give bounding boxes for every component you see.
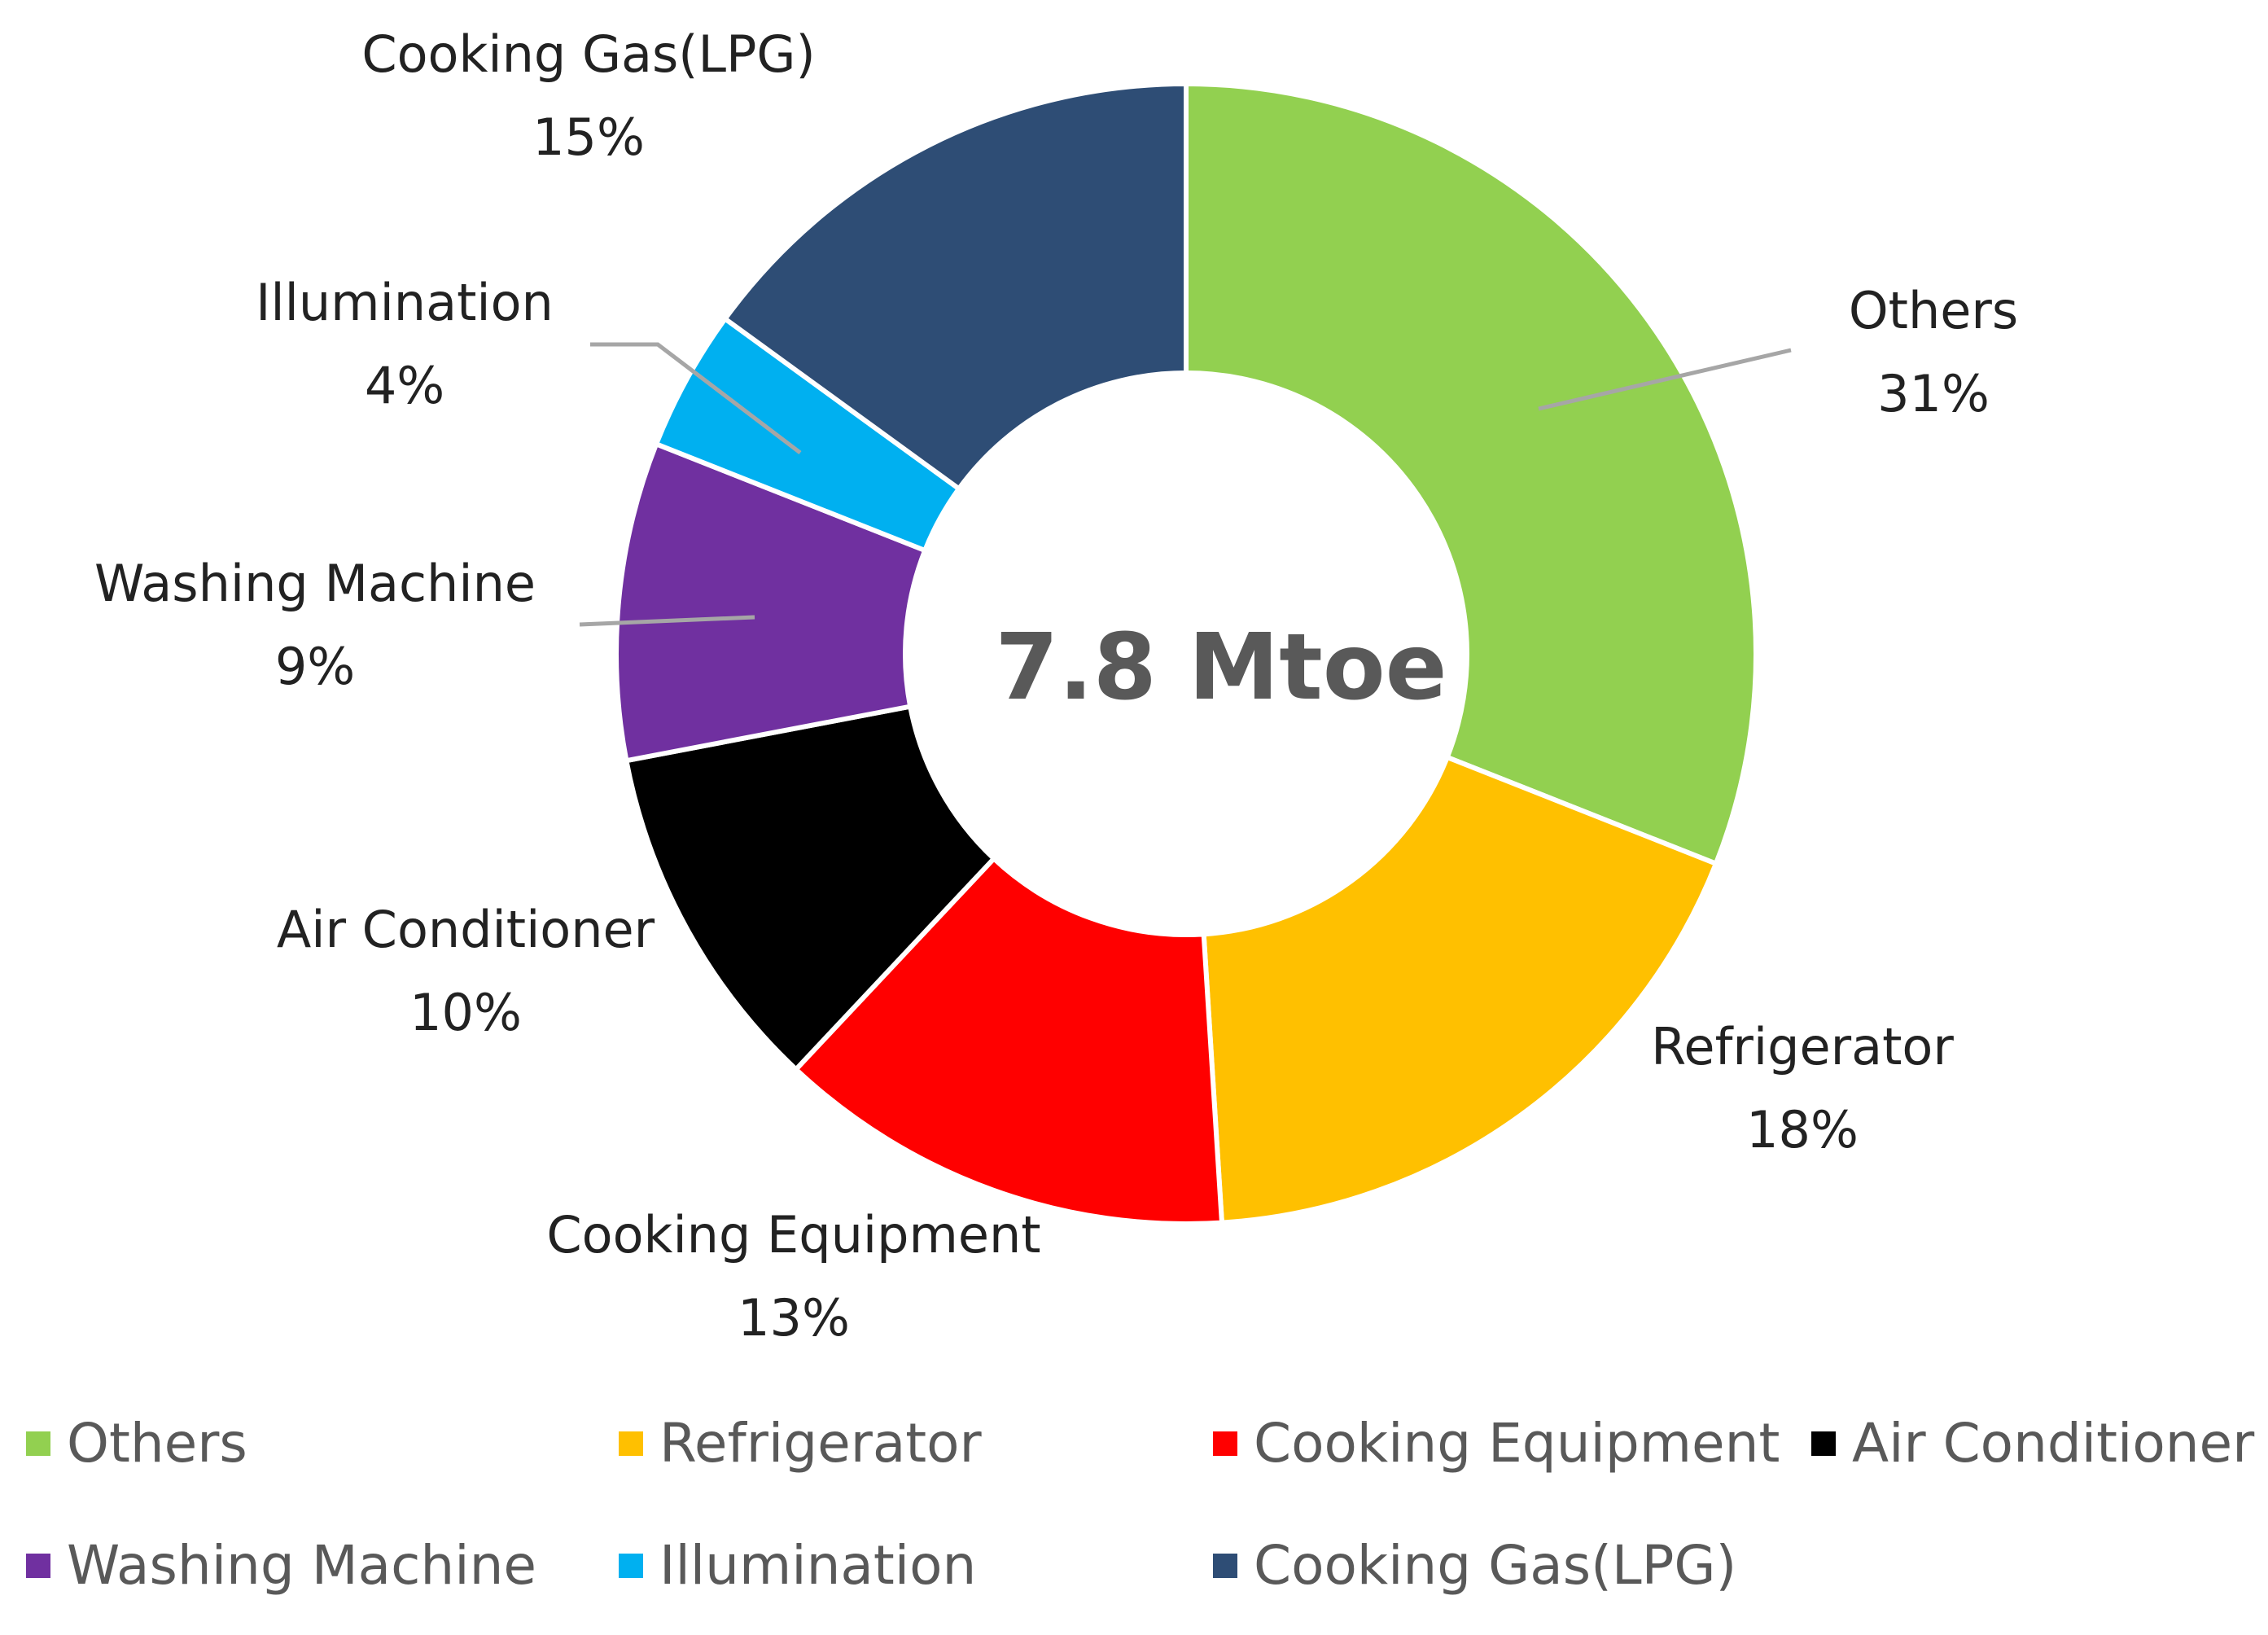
slice-label-name-illumination: Illumination [256, 273, 554, 332]
legend-item-washing-machine: Washing Machine [26, 1534, 536, 1597]
legend-label-cooking-equipment: Cooking Equipment [1254, 1412, 1780, 1475]
slice-washing-machine [614, 441, 929, 764]
slice-label-percent-washing-machine: 9% [275, 637, 355, 696]
slice-label-name-cooking-gas-lpg: Cooking Gas(LPG) [361, 24, 815, 84]
legend-item-cooking-equipment: Cooking Equipment [1213, 1412, 1780, 1475]
slice-label-name-air-conditioner: Air Conditioner [277, 900, 655, 959]
legend-label-washing-machine: Washing Machine [67, 1534, 536, 1597]
slice-label-percent-illumination: 4% [365, 356, 444, 415]
slice-label-percent-air-conditioner: 10% [409, 983, 522, 1042]
slice-label-percent-others: 31% [1877, 364, 1990, 423]
slice-labels: Others 31% Refrigerator 18% Cooking Equipmen… [94, 24, 2018, 1348]
legend-item-illumination: Illumination [619, 1534, 976, 1597]
slice-label-percent-refrigerator: 18% [1746, 1100, 1859, 1159]
slice-label-name-refrigerator: Refrigerator [1651, 1017, 1954, 1076]
slice-refrigerator [1201, 754, 1719, 1225]
slice-label-name-cooking-equipment: Cooking Equipment [546, 1205, 1040, 1265]
center-label: 7.8 Mtoe [995, 615, 1447, 721]
legend: Others Refrigerator Cooking Equipment Air C… [26, 1412, 2255, 1597]
slice-label-percent-cooking-gas-lpg: 15% [532, 107, 645, 167]
slice-others [1184, 81, 1758, 867]
legend-item-refrigerator: Refrigerator [619, 1412, 983, 1475]
legend-swatch-cooking-equipment [1213, 1431, 1237, 1456]
legend-swatch-illumination [619, 1554, 643, 1578]
legend-item-cooking-gas-lpg: Cooking Gas(LPG) [1213, 1534, 1736, 1597]
legend-label-air-conditioner: Air Conditioner [1852, 1412, 2255, 1475]
slice-cooking-equipment [792, 855, 1225, 1227]
legend-swatch-cooking-gas-lpg [1213, 1554, 1237, 1578]
legend-label-illumination: Illumination [659, 1534, 976, 1597]
legend-swatch-washing-machine [26, 1554, 50, 1578]
legend-label-refrigerator: Refrigerator [659, 1412, 983, 1475]
slice-label-name-others: Others [1849, 281, 2018, 340]
leader-line-illumination [590, 342, 802, 454]
legend-item-air-conditioner: Air Conditioner [1811, 1412, 2255, 1475]
slice-label-percent-cooking-equipment: 13% [738, 1288, 850, 1348]
leader-line-washing-machine [579, 615, 755, 627]
legend-item-others: Others [26, 1412, 247, 1475]
slice-label-name-washing-machine: Washing Machine [94, 554, 536, 613]
legend-swatch-others [26, 1431, 50, 1456]
slice-cooking-gas-lpg [721, 81, 1189, 493]
leader-line-others [1538, 348, 1792, 411]
legend-swatch-air-conditioner [1811, 1431, 1836, 1456]
slice-air-conditioner [623, 704, 998, 1073]
donut-slices [614, 81, 1758, 1227]
legend-label-others: Others [67, 1412, 247, 1475]
leader-lines [579, 342, 1792, 627]
legend-label-cooking-gas-lpg: Cooking Gas(LPG) [1254, 1534, 1736, 1597]
legend-swatch-refrigerator [619, 1431, 643, 1456]
